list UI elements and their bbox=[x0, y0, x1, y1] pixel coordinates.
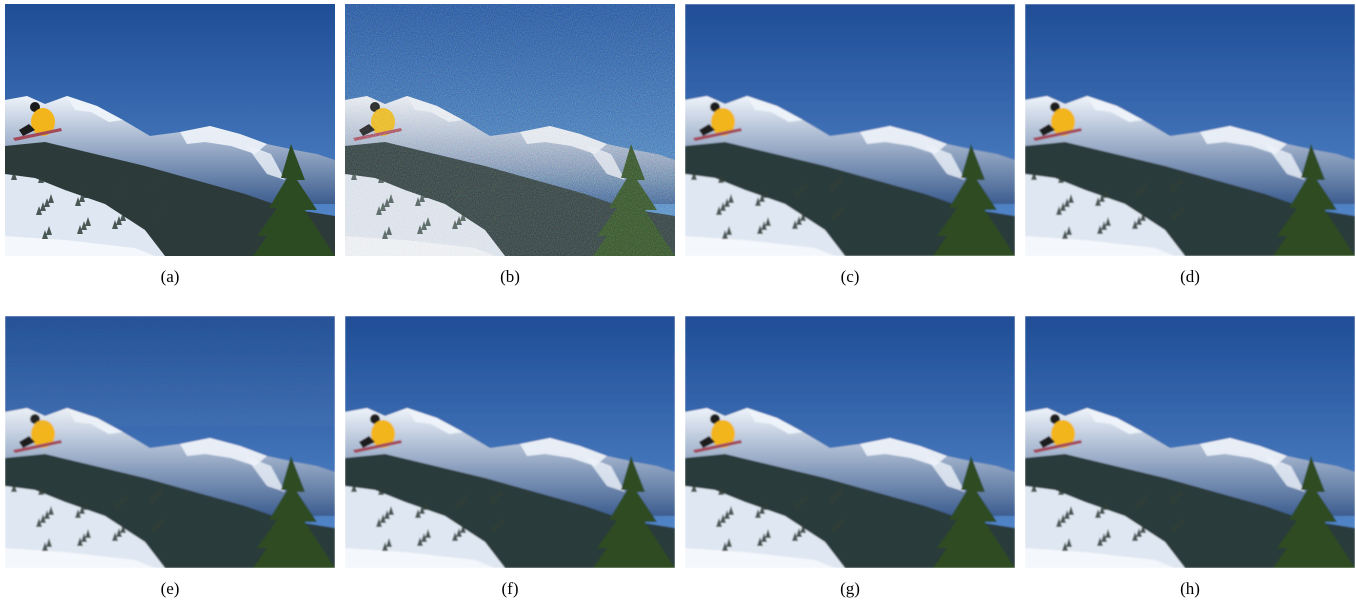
panel-h-label: (h) bbox=[1180, 579, 1200, 598]
mountain-scene-photo bbox=[5, 316, 335, 568]
panel-f-image bbox=[345, 316, 675, 568]
panel-c-label: (c) bbox=[840, 267, 860, 286]
panel-a-image bbox=[5, 4, 335, 256]
mountain-scene-photo bbox=[1025, 316, 1355, 568]
panel-h: (h) bbox=[1025, 316, 1355, 598]
mountain-scene-photo bbox=[5, 4, 335, 256]
mountain-scene-photo bbox=[345, 4, 675, 256]
panel-b-image bbox=[345, 4, 675, 256]
panel-e-image bbox=[5, 316, 335, 568]
panel-e-label: (e) bbox=[160, 579, 180, 598]
mountain-scene-photo bbox=[685, 316, 1015, 568]
mountain-scene-photo bbox=[1025, 4, 1355, 256]
panel-g: (g) bbox=[685, 316, 1015, 598]
panel-f-label: (f) bbox=[501, 579, 519, 598]
panel-d-image bbox=[1025, 4, 1355, 256]
panel-a-label: (a) bbox=[160, 267, 180, 286]
panel-b-label: (b) bbox=[500, 267, 520, 286]
panel-g-image bbox=[685, 316, 1015, 568]
panel-c: (c) bbox=[685, 4, 1015, 286]
panel-f: (f) bbox=[345, 316, 675, 598]
panel-g-label: (g) bbox=[840, 579, 860, 598]
panel-h-image bbox=[1025, 316, 1355, 568]
panel-e: (e) bbox=[5, 316, 335, 598]
mountain-scene-photo bbox=[345, 316, 675, 568]
mountain-scene-photo bbox=[685, 4, 1015, 256]
panel-d-label: (d) bbox=[1180, 267, 1200, 286]
panel-d: (d) bbox=[1025, 4, 1355, 286]
panel-a: (a) bbox=[5, 4, 335, 286]
panel-b: (b) bbox=[345, 4, 675, 286]
panel-c-image bbox=[685, 4, 1015, 256]
